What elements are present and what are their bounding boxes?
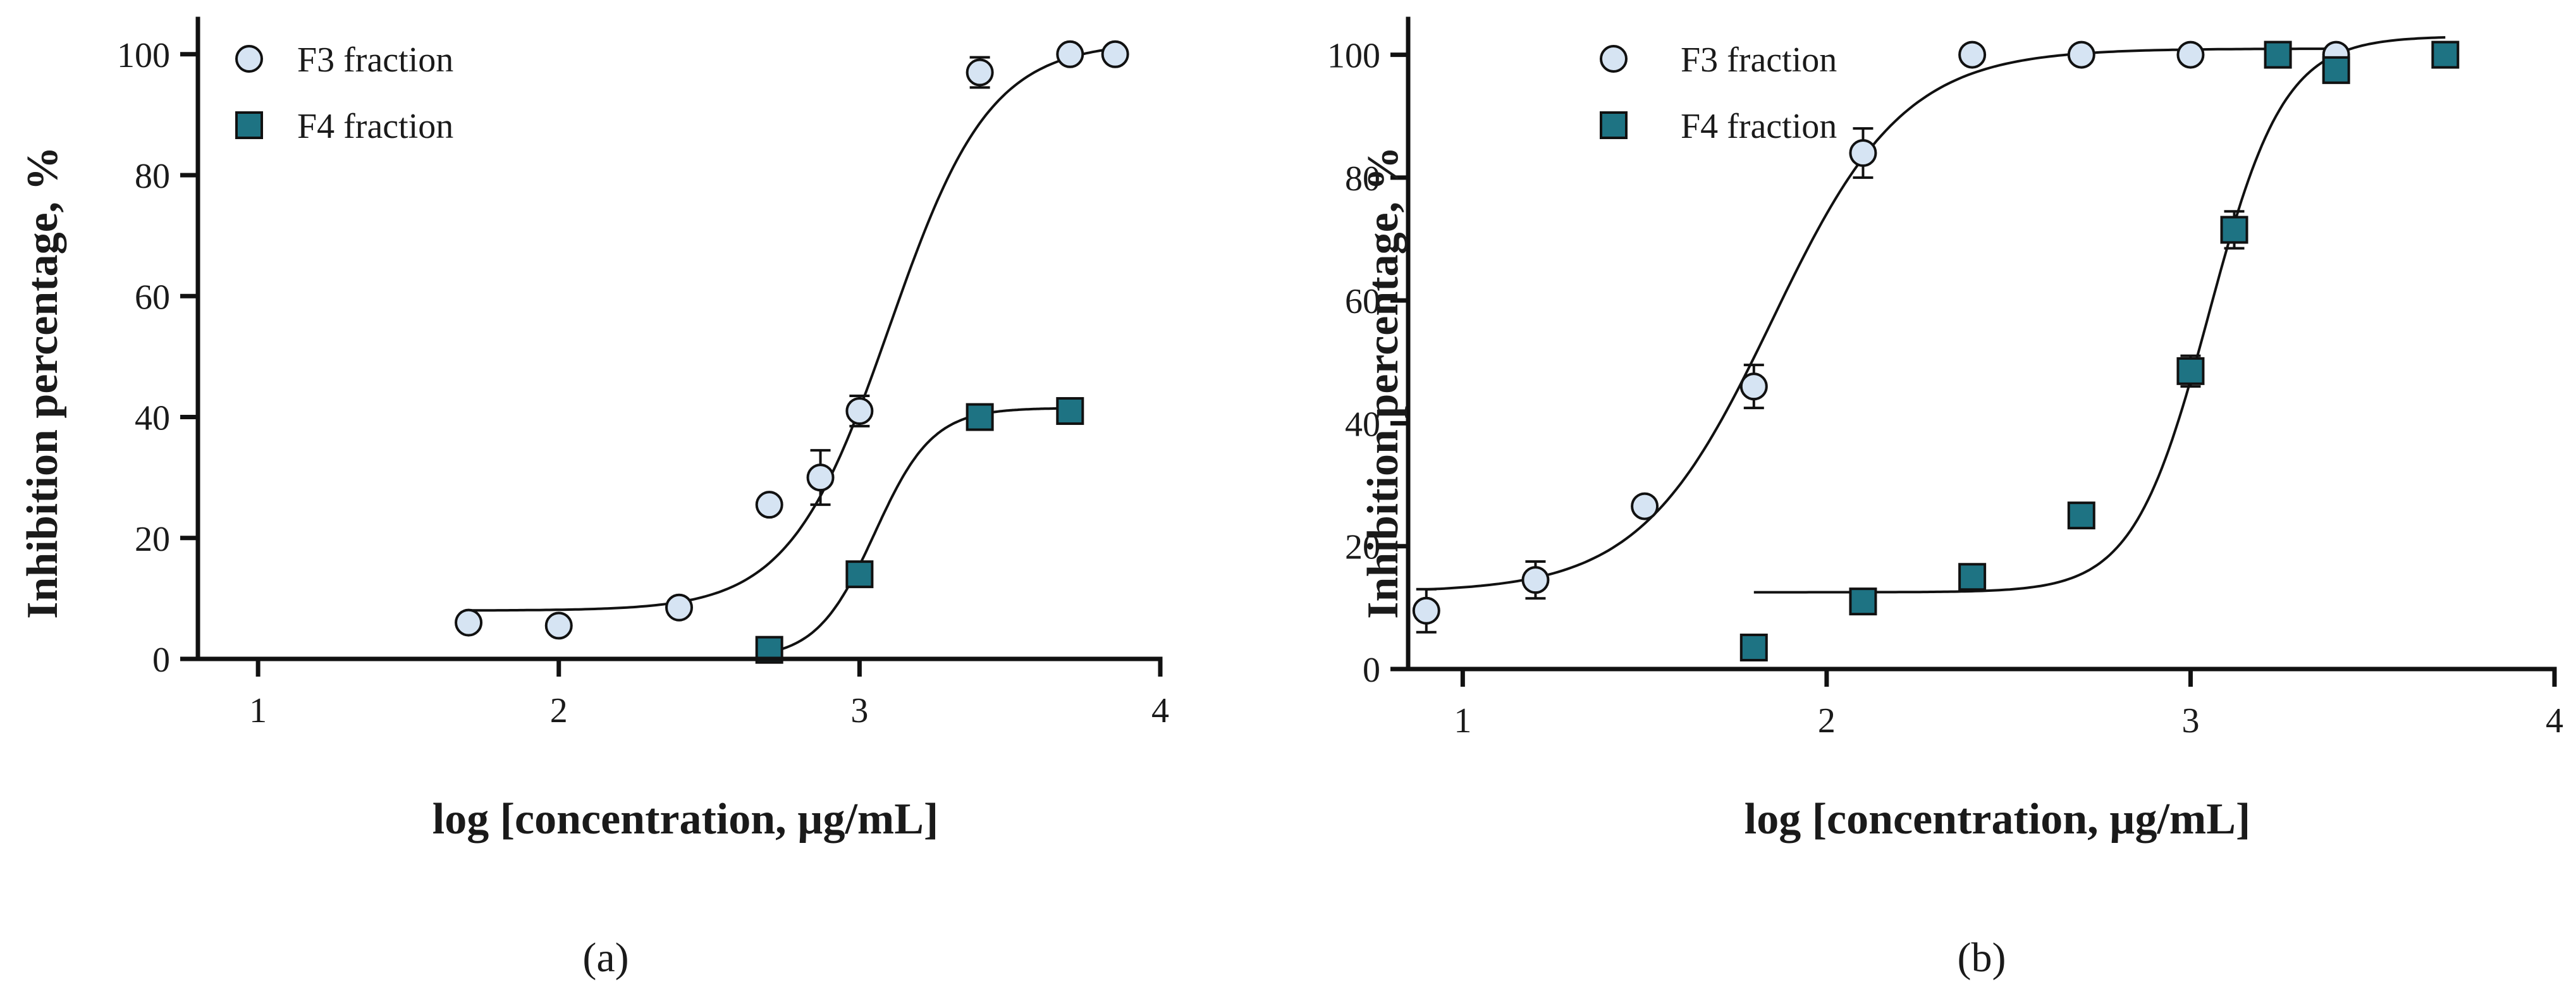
panel-a-fit-curve-f4: [769, 407, 1070, 654]
panel-a-y-tick-label: 0: [152, 641, 170, 680]
panel-b-chart: 1 2 3 4 0 20 40 60 80 100 Inhibition percentage,…: [1327, 16, 2563, 981]
panel-b-fit-curve-f3: [1426, 47, 2336, 591]
panel-a-f3-point: [665, 593, 693, 622]
panel-b-f3-point: [1521, 566, 1550, 594]
panel-b-legend-f4-marker: [1600, 111, 1628, 139]
panel-b-x-tick-label: 2: [1818, 701, 1836, 740]
panel-a-y-ticks: 0 20 40 60 80 100: [117, 36, 198, 680]
panel-a-f4-point: [845, 560, 874, 589]
panel-a-f3-point: [1056, 40, 1084, 68]
panel-b-f3-point: [2176, 40, 2205, 69]
panel-a-legend-f3-marker: [235, 45, 263, 73]
panel-a-f3-point: [544, 611, 573, 640]
panel-b-f4-point: [2067, 501, 2095, 530]
panel-a-f4-point: [1056, 396, 1084, 425]
panel-b-f4-point: [2220, 216, 2248, 244]
panel-b-axes: [1406, 16, 2557, 672]
panel-a-y-axis-title: Inhibition percentage, %: [18, 146, 67, 618]
panel-a-x-tick-label: 4: [1151, 691, 1169, 730]
panel-b-y-tick-label: 20: [1345, 528, 1380, 567]
panel-a-f3-point: [1101, 40, 1129, 68]
panel-b-f3-point: [1958, 40, 1987, 69]
panel-b-y-axis-title: Inhibition percentage, %: [1359, 146, 1408, 618]
panel-a-y-tick-label: 80: [135, 157, 170, 196]
panel-b-f3-point: [1739, 372, 1768, 401]
panel-b-y-tick-label: 80: [1345, 159, 1380, 199]
panel-a-f3-point: [455, 608, 483, 637]
panel-b-x-ticks: 1 2 3 4: [1454, 669, 2563, 740]
panel-b-error-bars: [1416, 127, 2245, 634]
panel-b-y-tick-label: 60: [1345, 282, 1380, 321]
panel-a-legend-f4-marker: [235, 111, 263, 139]
panel-b-f4-point: [2176, 357, 2205, 385]
panel-b-legend-f3-label: F3 fraction: [1681, 40, 1837, 80]
panel-b-legend-f3-marker: [1600, 45, 1628, 73]
panel-a-y-tick-label: 20: [135, 520, 170, 559]
panel-b-x-tick-label: 4: [2546, 701, 2563, 740]
panel-a-x-tick-label: 1: [249, 691, 267, 730]
panel-a-f3-point: [806, 464, 835, 492]
panel-b-f4-point: [2264, 40, 2292, 69]
panel-b-legend-f4-label: F4 fraction: [1681, 107, 1837, 146]
panel-a-chart: 1 2 3 4 0 20 40 60 80 100 Inhibition percentage,…: [18, 16, 1169, 981]
panel-b-legend: F3 fraction F4 fraction: [1600, 40, 1837, 146]
panel-a-error-bars: [810, 56, 990, 507]
panel-b-f3-point: [1412, 596, 1440, 625]
panel-b-y-tick-label: 40: [1345, 405, 1380, 444]
panel-b-x-tick-label: 3: [2181, 701, 2199, 740]
panel-a-x-tick-label: 2: [550, 691, 568, 730]
panel-a-data-points: [455, 40, 1129, 664]
panel-a-x-tick-label: 3: [850, 691, 868, 730]
panel-a-axes: [195, 16, 1163, 661]
panel-a-legend-f3-label: F3 fraction: [297, 40, 453, 80]
panel-a-y-tick-label: 60: [135, 278, 170, 317]
panel-b-f4-point: [1958, 563, 1987, 591]
panel-a-label: (a): [582, 935, 629, 981]
panel-b-fit-curve-f4: [1753, 36, 2446, 594]
panel-b-f4-point: [1849, 587, 1877, 616]
panel-a-f3-point: [845, 396, 874, 425]
panel-b-f3-point: [2067, 40, 2095, 69]
panel-a-x-axis-title: log [concentration, µg/mL]: [432, 795, 939, 844]
panel-b-y-tick-label: 0: [1363, 651, 1380, 690]
panel-a-legend-f4-label: F4 fraction: [297, 107, 453, 146]
panel-b-x-axis-title: log [concentration, µg/mL]: [1745, 795, 2251, 844]
panel-a-fit-curve-f3: [469, 47, 1115, 612]
panel-b-data-points: [1412, 40, 2460, 661]
panel-a-y-tick-label: 100: [117, 36, 170, 75]
panel-a-f4-point: [966, 403, 994, 431]
panel-b-f3-point: [1631, 492, 1659, 520]
panel-a-legend: F3 fraction F4 fraction: [235, 40, 453, 146]
panel-b-f4-point: [2322, 56, 2350, 84]
panel-a-f3-point: [966, 58, 994, 87]
panel-a-f3-point: [755, 491, 783, 519]
panel-a-y-tick-label: 40: [135, 399, 170, 438]
panel-b-label: (b): [1958, 935, 2006, 981]
panel-a-fit-curves: [469, 47, 1115, 654]
panel-b-y-tick-label: 100: [1327, 37, 1380, 76]
panel-b-x-tick-label: 1: [1454, 701, 1471, 740]
panel-b-fit-curves: [1426, 36, 2446, 594]
panel-b-f3-point: [1849, 139, 1877, 167]
panel-b-f4-point: [1739, 634, 1768, 661]
panel-a-x-ticks: 1 2 3 4: [249, 659, 1169, 730]
panel-b-f4-point: [2431, 40, 2460, 69]
panel-b-y-ticks: 0 20 40 60 80 100: [1327, 37, 1408, 690]
